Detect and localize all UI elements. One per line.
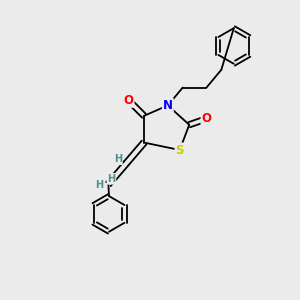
Text: H: H [107,174,116,184]
Text: O: O [202,112,212,125]
Text: O: O [124,94,134,107]
Text: H: H [95,180,104,190]
Text: N: N [163,99,173,112]
Text: H: H [114,154,122,164]
Text: S: S [176,143,184,157]
